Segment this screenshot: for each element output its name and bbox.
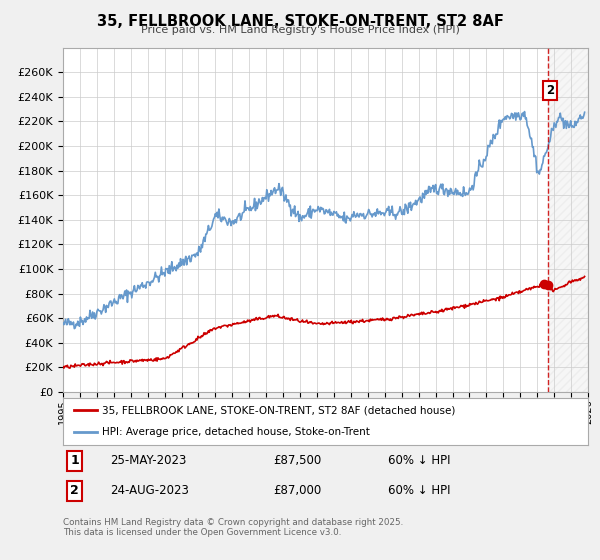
Text: Contains HM Land Registry data © Crown copyright and database right 2025.
This d: Contains HM Land Registry data © Crown c… xyxy=(63,518,403,538)
Text: £87,500: £87,500 xyxy=(273,454,321,468)
Text: HPI: Average price, detached house, Stoke-on-Trent: HPI: Average price, detached house, Stok… xyxy=(103,427,370,437)
Text: 2: 2 xyxy=(546,84,554,97)
Text: 24-AUG-2023: 24-AUG-2023 xyxy=(110,484,189,497)
Text: 35, FELLBROOK LANE, STOKE-ON-TRENT, ST2 8AF: 35, FELLBROOK LANE, STOKE-ON-TRENT, ST2 … xyxy=(97,14,503,29)
Text: £87,000: £87,000 xyxy=(273,484,321,497)
Bar xyxy=(548,48,588,392)
Text: 60% ↓ HPI: 60% ↓ HPI xyxy=(389,484,451,497)
Text: 35, FELLBROOK LANE, STOKE-ON-TRENT, ST2 8AF (detached house): 35, FELLBROOK LANE, STOKE-ON-TRENT, ST2 … xyxy=(103,405,456,416)
Text: 2: 2 xyxy=(70,484,79,497)
Text: 25-MAY-2023: 25-MAY-2023 xyxy=(110,454,187,468)
Text: 1: 1 xyxy=(70,454,79,468)
Text: Price paid vs. HM Land Registry's House Price Index (HPI): Price paid vs. HM Land Registry's House … xyxy=(140,25,460,35)
Text: 60% ↓ HPI: 60% ↓ HPI xyxy=(389,454,451,468)
